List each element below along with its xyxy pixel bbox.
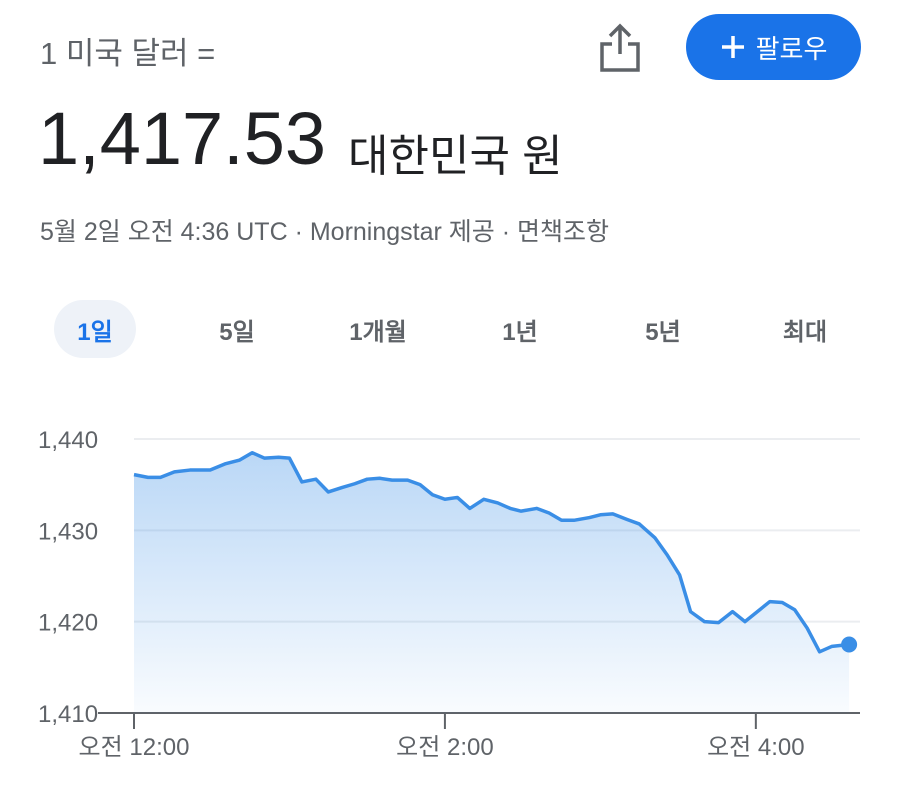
plus-icon	[721, 36, 744, 58]
follow-button[interactable]: 팔로우	[686, 14, 861, 80]
range-tab[interactable]: 5일	[219, 318, 255, 346]
plus	[721, 36, 744, 58]
range-tabs: 1일 5일 1개월 1년 5년 최대	[0, 300, 900, 358]
follow-label: 팔로우	[755, 33, 828, 64]
rate-value: 1,417.53	[38, 97, 327, 180]
price-line	[133, 450, 850, 654]
y-tick-label: 1,440	[38, 427, 98, 454]
range-tab[interactable]: 1년	[502, 318, 538, 346]
share-arrow	[608, 23, 632, 54]
area-fill	[134, 452, 850, 713]
range-tab[interactable]: 1개월	[349, 318, 407, 346]
y-tick-label: 1,430	[38, 518, 98, 545]
range-tab[interactable]: 5년	[645, 318, 681, 346]
last-point	[841, 636, 858, 653]
x-tick-label: 오전 2:00	[396, 734, 494, 761]
y-tick-label: 1,410	[38, 701, 98, 728]
currency-name: 대한민국 원	[348, 132, 563, 181]
source-meta: 5월 2일 오전 4:36 UTC · Morningstar 제공 · 면책조…	[40, 218, 610, 246]
share-icon[interactable]	[598, 22, 642, 74]
share-box	[600, 42, 640, 72]
range-tab[interactable]: 1일	[54, 300, 136, 358]
x-tick-label: 오전 4:00	[707, 734, 805, 761]
base-unit: 1 미국 달러 =	[40, 36, 216, 71]
x-tick-label: 오전 12:00	[79, 734, 190, 761]
range-tab[interactable]: 최대	[782, 318, 828, 346]
y-tick-label: 1,420	[38, 610, 98, 637]
